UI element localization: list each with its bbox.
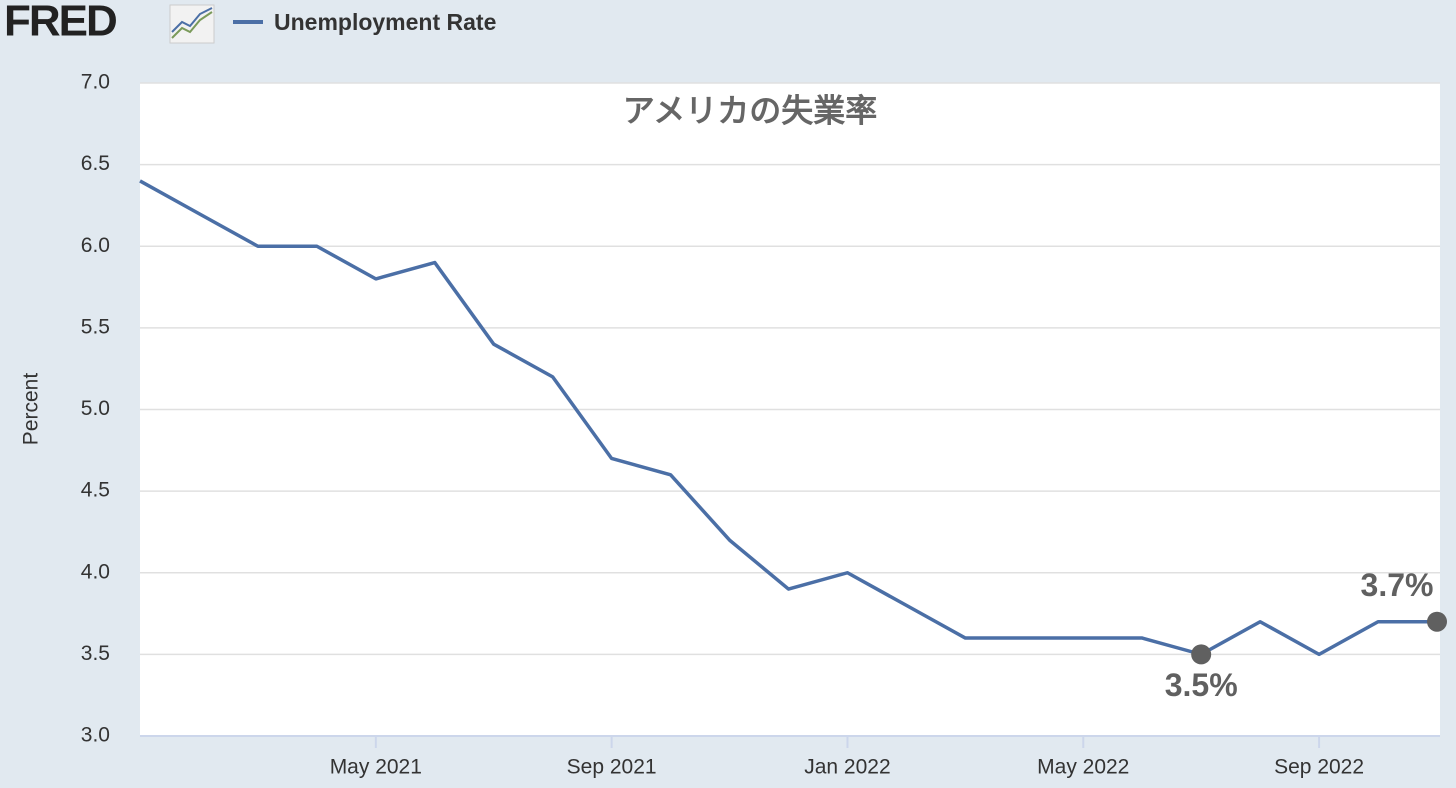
chart-title: アメリカの失業率 (623, 92, 877, 128)
series-line (139, 179, 1437, 657)
y-tick-label: 6.5 (81, 152, 110, 175)
y-tick-label: 6.0 (81, 234, 110, 257)
x-tick-label: May 2022 (1037, 756, 1129, 779)
x-tick-label: Sep 2022 (1274, 756, 1364, 779)
logo: FRED (4, 0, 116, 46)
annotation-label: 3.5% (1165, 667, 1238, 703)
y-tick-label: 4.0 (81, 560, 110, 583)
y-tick-label: 5.0 (81, 397, 110, 420)
annotation-marker (1191, 644, 1212, 665)
legend-label: Unemployment Rate (274, 9, 496, 35)
y-tick-label: 4.5 (81, 479, 110, 502)
y-tick-label: 5.5 (81, 315, 110, 338)
annotation-label: 3.7% (1361, 567, 1434, 603)
y-tick-label: 3.0 (81, 724, 110, 747)
x-tick-label: Sep 2021 (567, 756, 657, 779)
logo-icon (169, 4, 215, 44)
y-axis-label: Percent (20, 373, 43, 446)
y-tick-label: 3.5 (81, 642, 110, 665)
y-tick-label: 7.0 (81, 71, 110, 94)
x-tick-label: May 2021 (330, 756, 422, 779)
x-tick-label: Jan 2022 (804, 756, 890, 779)
annotation-marker (1427, 611, 1447, 632)
